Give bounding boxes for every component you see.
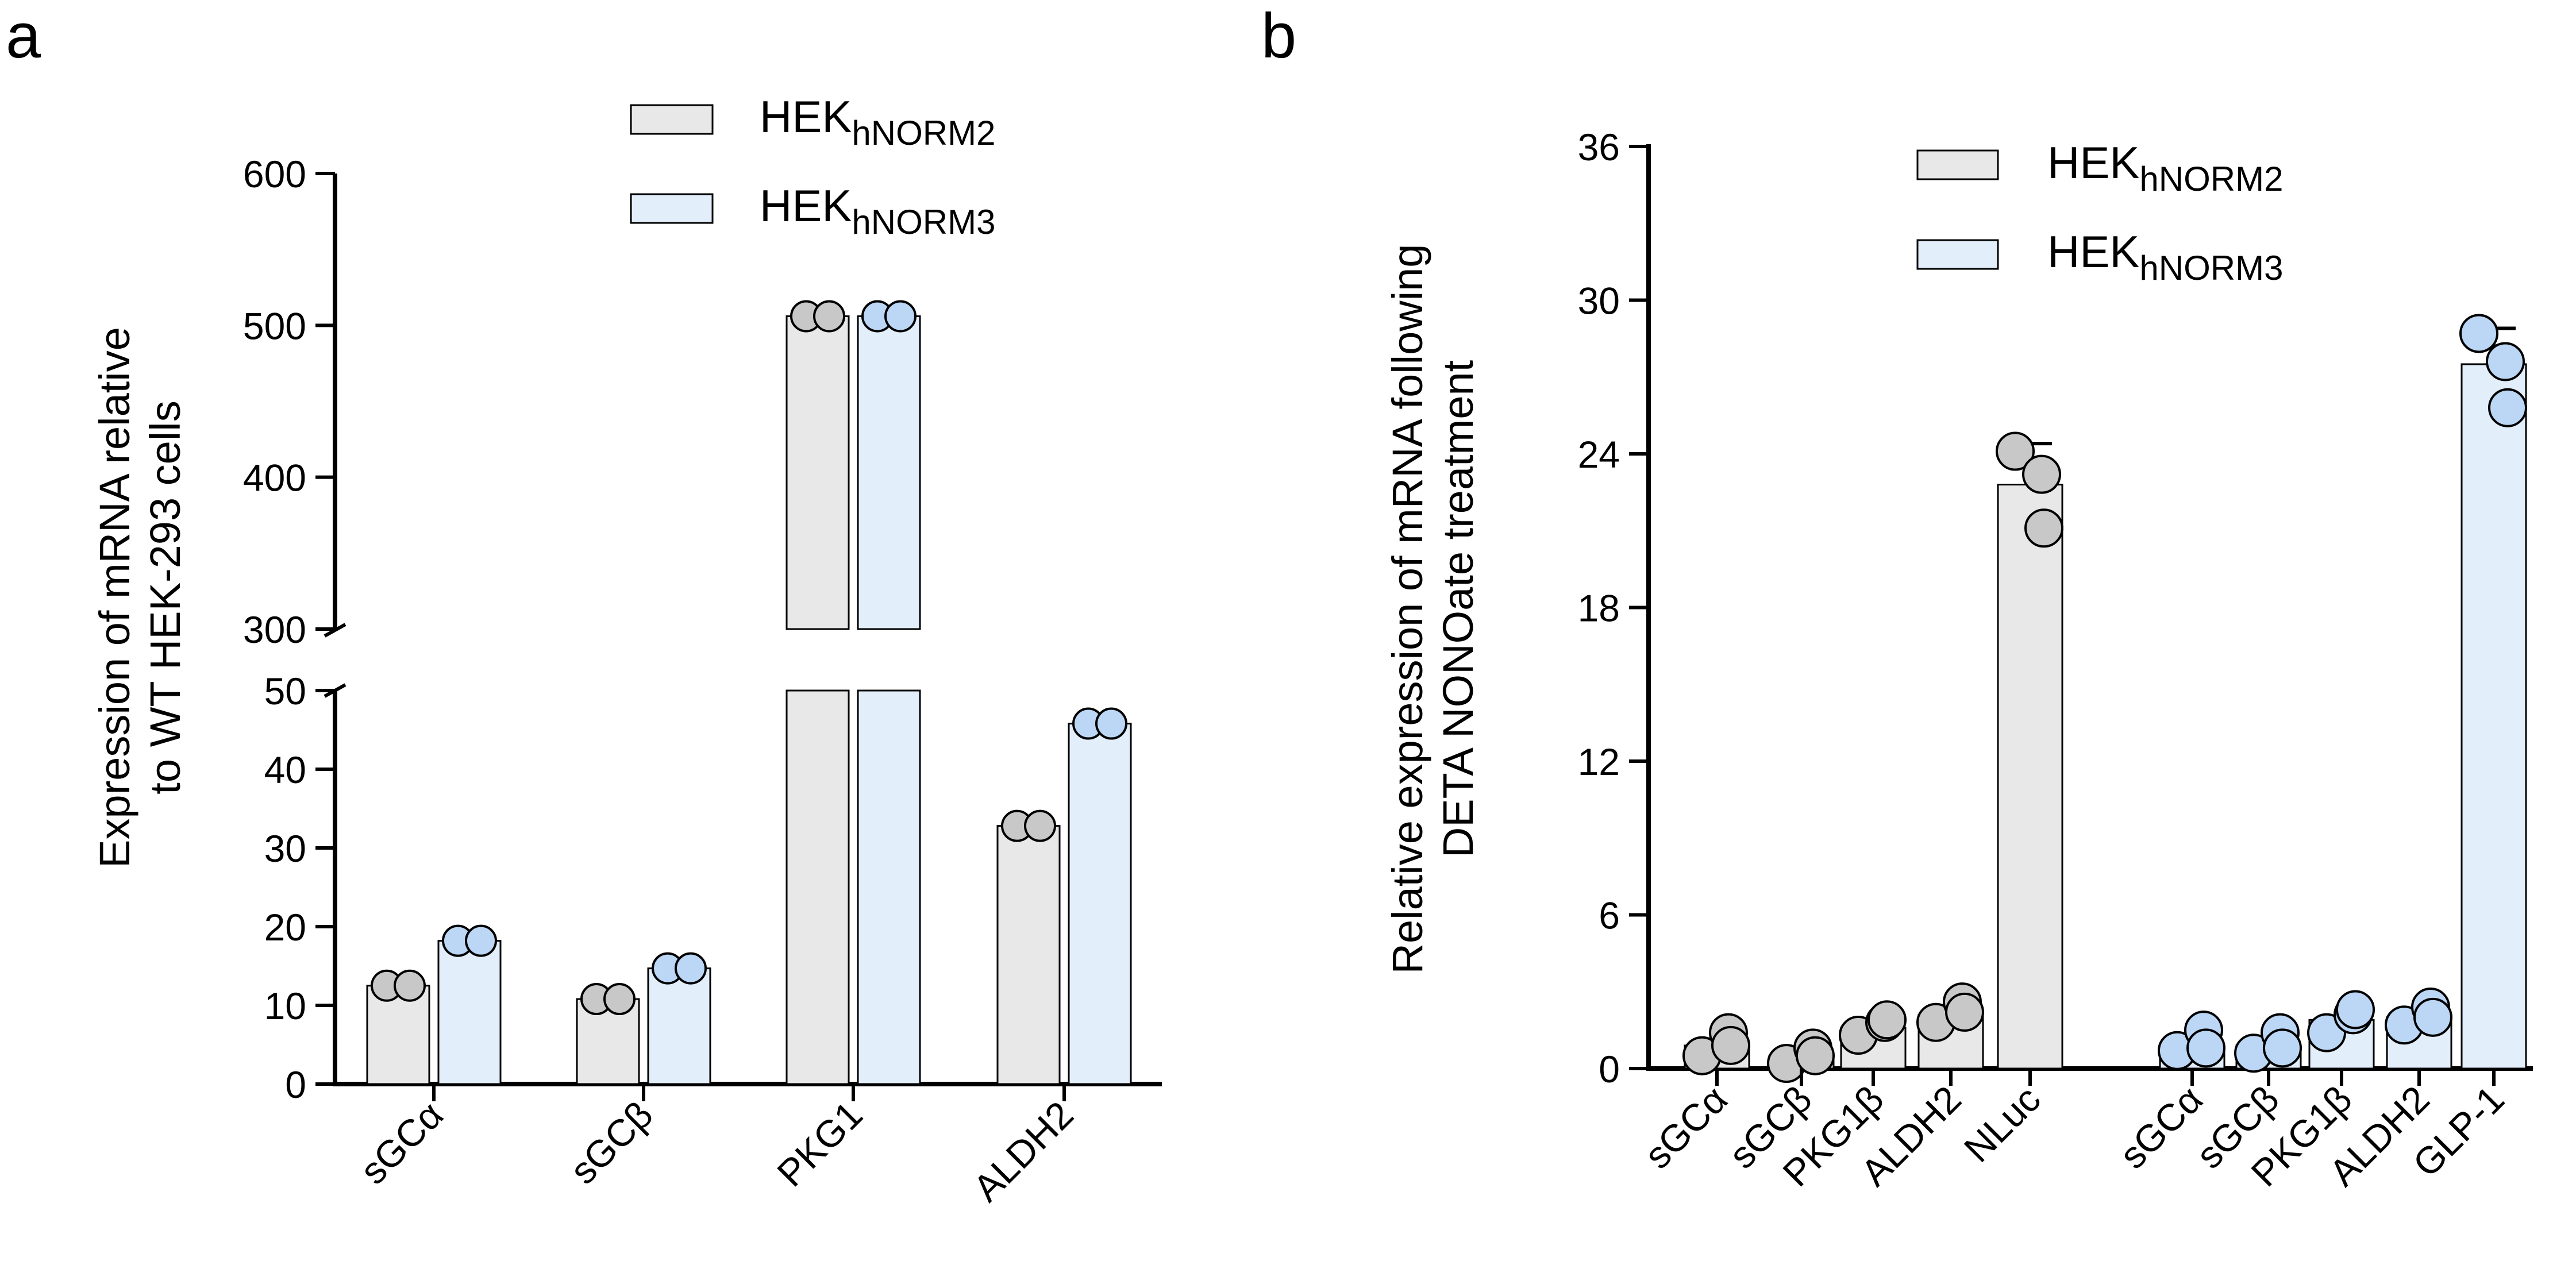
bar — [576, 998, 640, 1085]
data-point — [2459, 314, 2498, 353]
y-tick-label: 50 — [264, 670, 306, 712]
bar — [857, 689, 921, 1085]
legend-label-hnorm2: HEKhNORM2 — [760, 91, 995, 152]
data-point — [2024, 508, 2063, 548]
legend-panel-b: HEKhNORM2 HEKhNORM3 — [1916, 137, 2283, 287]
data-point — [2186, 1028, 2225, 1068]
data-point — [2413, 997, 2452, 1037]
data-point — [465, 924, 497, 957]
data-point — [1095, 707, 1127, 740]
y-tick-label: 18 — [1578, 587, 1620, 630]
y-tick-label: 12 — [1578, 741, 1620, 783]
panel-b-letter: b — [1261, 1, 1296, 71]
data-point — [813, 300, 845, 333]
x-tick-label: NLuc — [1956, 1078, 2049, 1170]
data-point — [1796, 1036, 1835, 1075]
bar — [785, 689, 850, 1085]
y-tick-label: 30 — [264, 827, 306, 870]
y-tick-label: 24 — [1578, 433, 1620, 476]
legend-swatch-hnorm2 — [1916, 149, 1999, 180]
bar — [857, 315, 921, 630]
data-point — [2336, 990, 2375, 1029]
data-point — [603, 983, 636, 1016]
x-tick-label: ALDH2 — [965, 1093, 1081, 1210]
legend-panel-a: HEKhNORM2 HEKhNORM3 — [630, 91, 995, 241]
legend-label-hnorm3: HEKhNORM3 — [760, 180, 995, 241]
y-tick-label: 0 — [285, 1063, 306, 1106]
data-point — [394, 969, 426, 1002]
x-tick-label: PKG1 — [769, 1093, 871, 1195]
bar — [437, 940, 502, 1085]
data-point — [2022, 454, 2061, 494]
bar — [1997, 484, 2063, 1070]
data-point — [2486, 342, 2525, 381]
bar — [785, 315, 850, 630]
y-tick-label: 600 — [243, 153, 306, 195]
bar — [2461, 363, 2527, 1070]
y-axis-label: Relative expression of mRNA followingDET… — [1384, 244, 1482, 974]
data-point — [1996, 431, 2035, 471]
y-tick-label: 40 — [264, 749, 306, 791]
data-point — [1024, 809, 1056, 842]
panel-a-letter: a — [6, 1, 41, 71]
bar — [366, 985, 430, 1085]
legend-swatch-hnorm3 — [630, 193, 714, 224]
x-tick-label: sGCα — [2111, 1078, 2211, 1177]
x-tick-label: sGCβ — [561, 1093, 661, 1193]
data-point — [1945, 992, 1984, 1032]
data-point — [2263, 1028, 2302, 1068]
y-tick-label: 0 — [1599, 1048, 1620, 1090]
legend-swatch-hnorm2 — [630, 104, 714, 135]
y-tick-label: 20 — [264, 906, 306, 948]
y-tick-label: 500 — [243, 304, 306, 347]
bar — [1068, 723, 1132, 1085]
y-tick-label: 300 — [243, 608, 306, 651]
data-point — [675, 952, 707, 985]
y-tick-label: 400 — [243, 457, 306, 499]
data-point — [2488, 388, 2527, 427]
bar — [996, 825, 1061, 1085]
x-tick-label: sGCα — [1636, 1078, 1735, 1177]
legend-label-hnorm3: HEKhNORM3 — [2047, 226, 2283, 287]
y-tick-label: 36 — [1578, 126, 1620, 168]
data-point — [884, 300, 917, 333]
legend-label-hnorm2: HEKhNORM2 — [2047, 137, 2283, 198]
panel-a-chart: 0 10 20 30 40 50 300 400 500 600 Expression of mRN… — [91, 153, 1162, 1209]
data-point — [1711, 1025, 1750, 1065]
y-tick-label: 10 — [264, 985, 306, 1027]
y-axis-label: Expression of mRNA relativeto WT HEK-293… — [91, 327, 189, 868]
bar — [647, 967, 711, 1085]
panel-b-chart: 0 6 12 18 24 30 36 Relative expression of mRNA … — [1384, 126, 2533, 1194]
x-tick-label: sGCα — [352, 1093, 451, 1193]
y-tick-label: 6 — [1599, 894, 1620, 937]
data-point — [1867, 1000, 1907, 1040]
legend-swatch-hnorm3 — [1916, 239, 1999, 270]
y-tick-label: 30 — [1578, 280, 1620, 322]
